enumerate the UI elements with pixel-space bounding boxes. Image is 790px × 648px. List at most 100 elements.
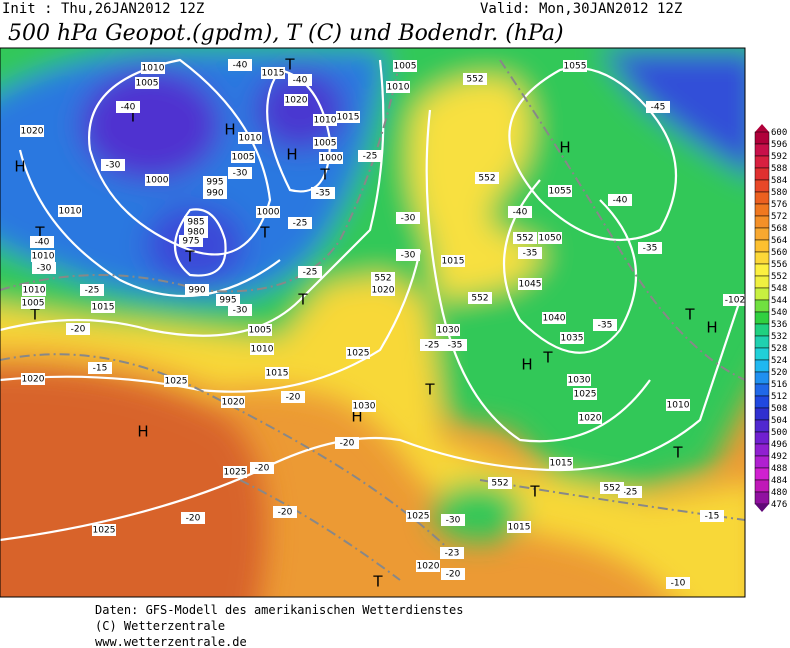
pressure-center: T (34, 224, 45, 242)
colorbar-swatch (754, 455, 770, 469)
pressure-center: H (286, 146, 297, 164)
label-box (223, 466, 247, 478)
map-labels: HHH HHHHHTTTTTTTTTTTTTT101010051015102010… (14, 56, 745, 591)
label-box (549, 457, 573, 469)
label-box (319, 152, 343, 164)
label-box (101, 159, 125, 171)
colorbar-swatch (754, 239, 770, 253)
contour-label: 1020 (222, 398, 245, 408)
pressure-center: T (372, 573, 383, 591)
pressure-center: T (672, 444, 683, 462)
colorbar-swatch (754, 167, 770, 181)
label-box (371, 284, 395, 296)
contour-label: 1005 (232, 153, 255, 163)
label-box (723, 294, 745, 306)
contour-label: -25 (623, 488, 638, 498)
contour-label: 995 (219, 296, 236, 306)
colorbar-label: 488 (771, 464, 787, 474)
contour-label: -102 (725, 296, 745, 306)
label-box (145, 174, 169, 186)
label-box (91, 301, 115, 313)
label-box (164, 375, 188, 387)
label-box (386, 81, 410, 93)
contour-label: 1005 (136, 79, 159, 89)
colorbar-label: 516 (771, 380, 787, 390)
colorbar-swatch (754, 299, 770, 313)
label-box (406, 510, 430, 522)
contour-label: 1015 (337, 113, 360, 123)
contour-label: 985 (187, 218, 204, 228)
contour-label: 1050 (539, 234, 562, 244)
contour-label: -40 (513, 208, 528, 218)
contour-label: 1000 (320, 154, 343, 164)
colorbar-label: 552 (771, 272, 787, 282)
contour-label: -30 (446, 516, 461, 526)
label-box (436, 324, 460, 336)
pressure-center: H (559, 139, 570, 157)
colorbar-label: 512 (771, 392, 787, 402)
colorbar-swatch (754, 359, 770, 373)
contour-label: -20 (446, 570, 461, 580)
isobars (0, 58, 742, 542)
contour-label: 1045 (519, 280, 542, 290)
label-box (335, 437, 359, 449)
contour-label: 1040 (543, 314, 566, 324)
colorbar-swatch (754, 143, 770, 157)
colorbar-label: 540 (771, 308, 787, 318)
colorbar-swatch (754, 395, 770, 409)
colorbar-swatch (754, 311, 770, 325)
map-frame (0, 47, 746, 598)
label-box (288, 74, 312, 86)
contour-label: 1015 (442, 257, 465, 267)
contour-label: 1010 (239, 134, 262, 144)
contour-label: -35 (643, 244, 658, 254)
label-box (638, 242, 662, 254)
label-box (284, 94, 308, 106)
footer-url: www.wetterzentrale.de (95, 635, 247, 648)
pressure-center: T (284, 56, 295, 74)
contour-label: 990 (188, 286, 205, 296)
contour-label: 1005 (249, 326, 272, 336)
contour-label: -35 (448, 341, 463, 351)
label-box (216, 294, 240, 306)
colorbar-label: 496 (771, 440, 787, 450)
colorbar-swatch (754, 215, 770, 229)
colorbar-label: 576 (771, 200, 787, 210)
label-box (265, 367, 289, 379)
contour-label: 1020 (285, 96, 308, 106)
contour-label: 552 (603, 484, 620, 494)
colorbar-label: 572 (771, 212, 787, 222)
contour-label: -40 (293, 76, 308, 86)
colorbar-swatch (754, 191, 770, 205)
label-box (248, 324, 272, 336)
contour-label: 552 (516, 234, 533, 244)
contour-label: 552 (466, 75, 483, 85)
contour-label: 552 (471, 294, 488, 304)
contour-label: 1020 (21, 127, 44, 137)
pressure-center: T (542, 349, 553, 367)
contour-label: -25 (303, 268, 318, 278)
contour-label: 1020 (579, 414, 602, 424)
label-box (281, 391, 305, 403)
label-box (563, 60, 587, 72)
colorbar-swatch (754, 335, 770, 349)
colorbar-swatch (754, 419, 770, 433)
label-box (313, 137, 337, 149)
label-box (468, 292, 492, 304)
label-box (116, 101, 140, 113)
colorbar-cap (755, 124, 769, 132)
colorbar-swatch (754, 287, 770, 301)
contour-label: 1010 (23, 286, 46, 296)
label-box (179, 235, 203, 247)
label-box (228, 304, 252, 316)
colorbar-swatch (754, 491, 770, 505)
label-box (393, 60, 417, 72)
contour-label: 1025 (93, 526, 116, 536)
label-box (518, 278, 542, 290)
contour-label: -30 (233, 169, 248, 179)
colorbar-label: 592 (771, 152, 787, 162)
contour-label: 1030 (353, 402, 376, 412)
contour-label: 1055 (549, 187, 572, 197)
colorbar-swatch (754, 263, 770, 277)
